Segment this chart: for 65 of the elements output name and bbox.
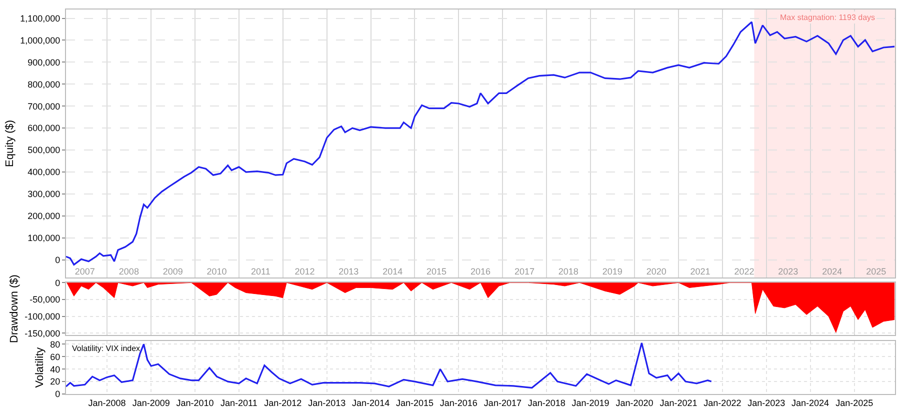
x-tick-label: Jan-2011 — [220, 398, 258, 408]
x-tick-label: Jan-2025 — [836, 398, 874, 408]
x-tick-label: Jan-2019 — [572, 398, 610, 408]
y-tick-label: 100,000 — [28, 233, 60, 244]
y-tick-label: 0 — [55, 278, 60, 288]
line-series — [66, 342, 712, 389]
x-tick-label: Jan-2018 — [528, 398, 566, 408]
x-tick-label: 2024 — [822, 266, 842, 276]
x-tick-label: 2007 — [74, 266, 95, 276]
x-tick-label: 2019 — [602, 266, 622, 276]
y-tick-label: 20 — [50, 376, 60, 387]
y-tick-label: 0 — [55, 389, 60, 400]
x-tick-label: 2021 — [690, 266, 710, 276]
x-tick-label: 2010 — [206, 266, 227, 276]
band-label: Max stagnation: 1193 days — [780, 13, 876, 22]
y-tick-label: 40 — [50, 364, 60, 374]
x-tick-label: 2017 — [514, 266, 534, 276]
y-tick-label: 900,000 — [28, 57, 60, 68]
y-tick-label: -100,000 — [24, 312, 60, 322]
y-tick-label: 60 — [50, 352, 60, 362]
y-tick-label: 700,000 — [28, 101, 60, 112]
x-tick-label: Jan-2013 — [308, 398, 346, 408]
y-tick-label: 500,000 — [28, 145, 60, 156]
y-tick-label: 400,000 — [28, 167, 60, 178]
x-tick-label: 2011 — [251, 266, 270, 276]
y-tick-label: 1,000,000 — [20, 35, 60, 46]
x-tick-label: Jan-2014 — [352, 398, 390, 408]
y-axis-title: Volatility — [34, 346, 46, 388]
y-tick-label: 0 — [55, 255, 60, 265]
x-tick-label: 2022 — [734, 266, 754, 276]
x-tick-label: Jan-2012 — [264, 398, 302, 408]
x-tick-label: Jan-2023 — [748, 398, 786, 408]
y-tick-label: 600,000 — [28, 123, 60, 134]
y-tick-label: 800,000 — [28, 79, 60, 90]
x-tick-label: 2013 — [338, 266, 359, 276]
x-tick-label: 2015 — [426, 266, 447, 276]
x-tick-label: 2009 — [162, 266, 183, 276]
x-tick-label: 2023 — [778, 266, 798, 276]
y-tick-label: 300,000 — [28, 189, 60, 200]
x-tick-label: 2020 — [646, 266, 666, 276]
line-series — [66, 21, 895, 266]
x-tick-label: Jan-2024 — [792, 398, 830, 408]
y-tick-label: -150,000 — [24, 328, 60, 338]
x-tick-label: 2012 — [294, 266, 315, 276]
x-tick-label: 2018 — [558, 266, 578, 276]
annotation: Volatility: VIX index — [72, 344, 140, 353]
x-tick-label: Jan-2020 — [616, 398, 654, 408]
x-tick-label: Jan-2010 — [176, 398, 214, 408]
x-tick-label: 2014 — [382, 266, 403, 276]
x-tick-label: 2008 — [118, 266, 139, 276]
x-tick-label: Jan-2021 — [660, 398, 698, 408]
x-tick-label: 2016 — [470, 266, 491, 276]
y-axis-title: Equity ($) — [4, 120, 16, 167]
y-tick-label: -50,000 — [30, 294, 60, 305]
x-tick-label: Jan-2022 — [704, 398, 742, 408]
y-axis-title: Drawdown ($) — [8, 274, 20, 344]
y-tick-label: 1,100,000 — [20, 13, 60, 24]
y-tick-label: 200,000 — [28, 211, 60, 222]
x-tick-label: Jan-2017 — [484, 398, 522, 408]
x-tick-label: Jan-2008 — [88, 398, 126, 408]
x-tick-label: Jan-2016 — [440, 398, 478, 408]
y-tick-label: 80 — [50, 339, 60, 350]
x-tick-label: 2025 — [866, 266, 886, 276]
x-tick-label: Jan-2009 — [132, 398, 170, 408]
x-tick-label: Jan-2015 — [396, 398, 434, 408]
